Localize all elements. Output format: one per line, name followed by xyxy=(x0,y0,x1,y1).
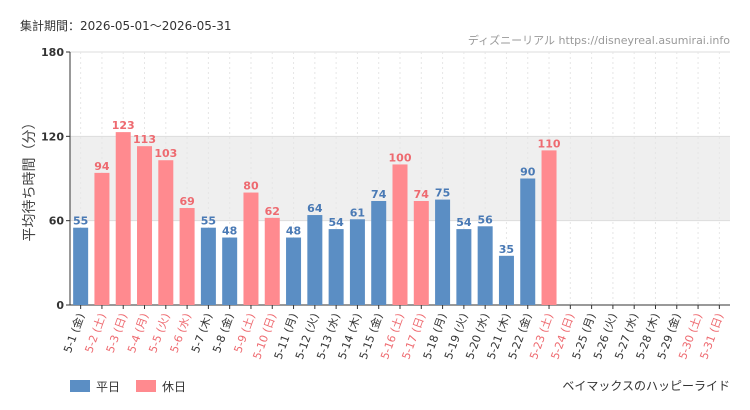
y-tick-label: 180 xyxy=(41,46,64,59)
bars xyxy=(73,132,557,305)
bar-19 xyxy=(456,229,472,305)
bar-9 xyxy=(243,192,259,305)
data-label-8: 48 xyxy=(222,225,237,238)
x-axis: 5-1 (金)5-2 (土)5-3 (日)5-4 (月)5-5 (火)5-6 (… xyxy=(60,305,726,361)
data-label-6: 69 xyxy=(179,195,194,208)
bar-15 xyxy=(371,200,387,305)
bar-18 xyxy=(435,199,451,305)
data-label-19: 54 xyxy=(456,216,472,229)
bar-14 xyxy=(349,219,365,305)
bar-12 xyxy=(307,215,323,305)
bar-4 xyxy=(137,146,153,305)
bar-17 xyxy=(413,200,429,305)
data-label-9: 80 xyxy=(243,180,259,193)
y-tick-label: 120 xyxy=(41,130,64,143)
data-label-20: 56 xyxy=(478,213,494,226)
data-label-21: 35 xyxy=(499,243,514,256)
y-tick-label: 0 xyxy=(56,299,64,312)
data-label-17: 74 xyxy=(414,188,430,201)
source-credit: ディズニーリアル https://disneyreal.asumirai.inf… xyxy=(468,33,730,47)
data-label-23: 110 xyxy=(538,137,561,150)
data-label-5: 103 xyxy=(154,147,177,160)
bar-20 xyxy=(477,226,493,305)
data-label-22: 90 xyxy=(520,166,536,179)
data-label-3: 123 xyxy=(112,119,135,132)
bar-2 xyxy=(94,172,110,305)
legend-swatch-weekday xyxy=(70,380,90,392)
data-label-7: 55 xyxy=(201,215,216,228)
bar-23 xyxy=(541,150,557,305)
data-label-13: 54 xyxy=(328,216,344,229)
data-label-2: 94 xyxy=(94,160,110,173)
attraction-name: ベイマックスのハッピーライド xyxy=(562,379,730,393)
bar-11 xyxy=(286,237,302,305)
legend-label-holiday: 休日 xyxy=(162,380,186,394)
data-label-4: 113 xyxy=(133,133,156,146)
data-label-11: 48 xyxy=(286,225,301,238)
bar-7 xyxy=(200,227,216,305)
legend-label-weekday: 平日 xyxy=(96,380,120,394)
bar-1 xyxy=(73,227,89,305)
bar-21 xyxy=(498,255,514,305)
y-tick-label: 60 xyxy=(49,215,65,228)
bar-10 xyxy=(264,217,280,305)
bar-22 xyxy=(520,178,536,305)
data-label-12: 64 xyxy=(307,202,323,215)
period-label: 集計期間：2026-05-01～2026-05-31 xyxy=(20,18,231,33)
legend: 平日 休日 xyxy=(70,380,186,394)
data-label-10: 62 xyxy=(265,205,280,218)
bar-8 xyxy=(222,237,238,305)
data-label-14: 61 xyxy=(350,206,365,219)
data-label-15: 74 xyxy=(371,188,387,201)
data-label-1: 55 xyxy=(73,215,88,228)
bar-13 xyxy=(328,229,344,305)
bar-3 xyxy=(115,132,131,305)
bar-6 xyxy=(179,208,195,305)
data-label-16: 100 xyxy=(389,151,412,164)
data-label-18: 75 xyxy=(435,187,450,200)
y-axis-label: 平均待ち時間（分） xyxy=(22,116,38,242)
legend-swatch-holiday xyxy=(136,380,156,392)
bar-16 xyxy=(392,164,408,305)
bar-5 xyxy=(158,160,174,305)
